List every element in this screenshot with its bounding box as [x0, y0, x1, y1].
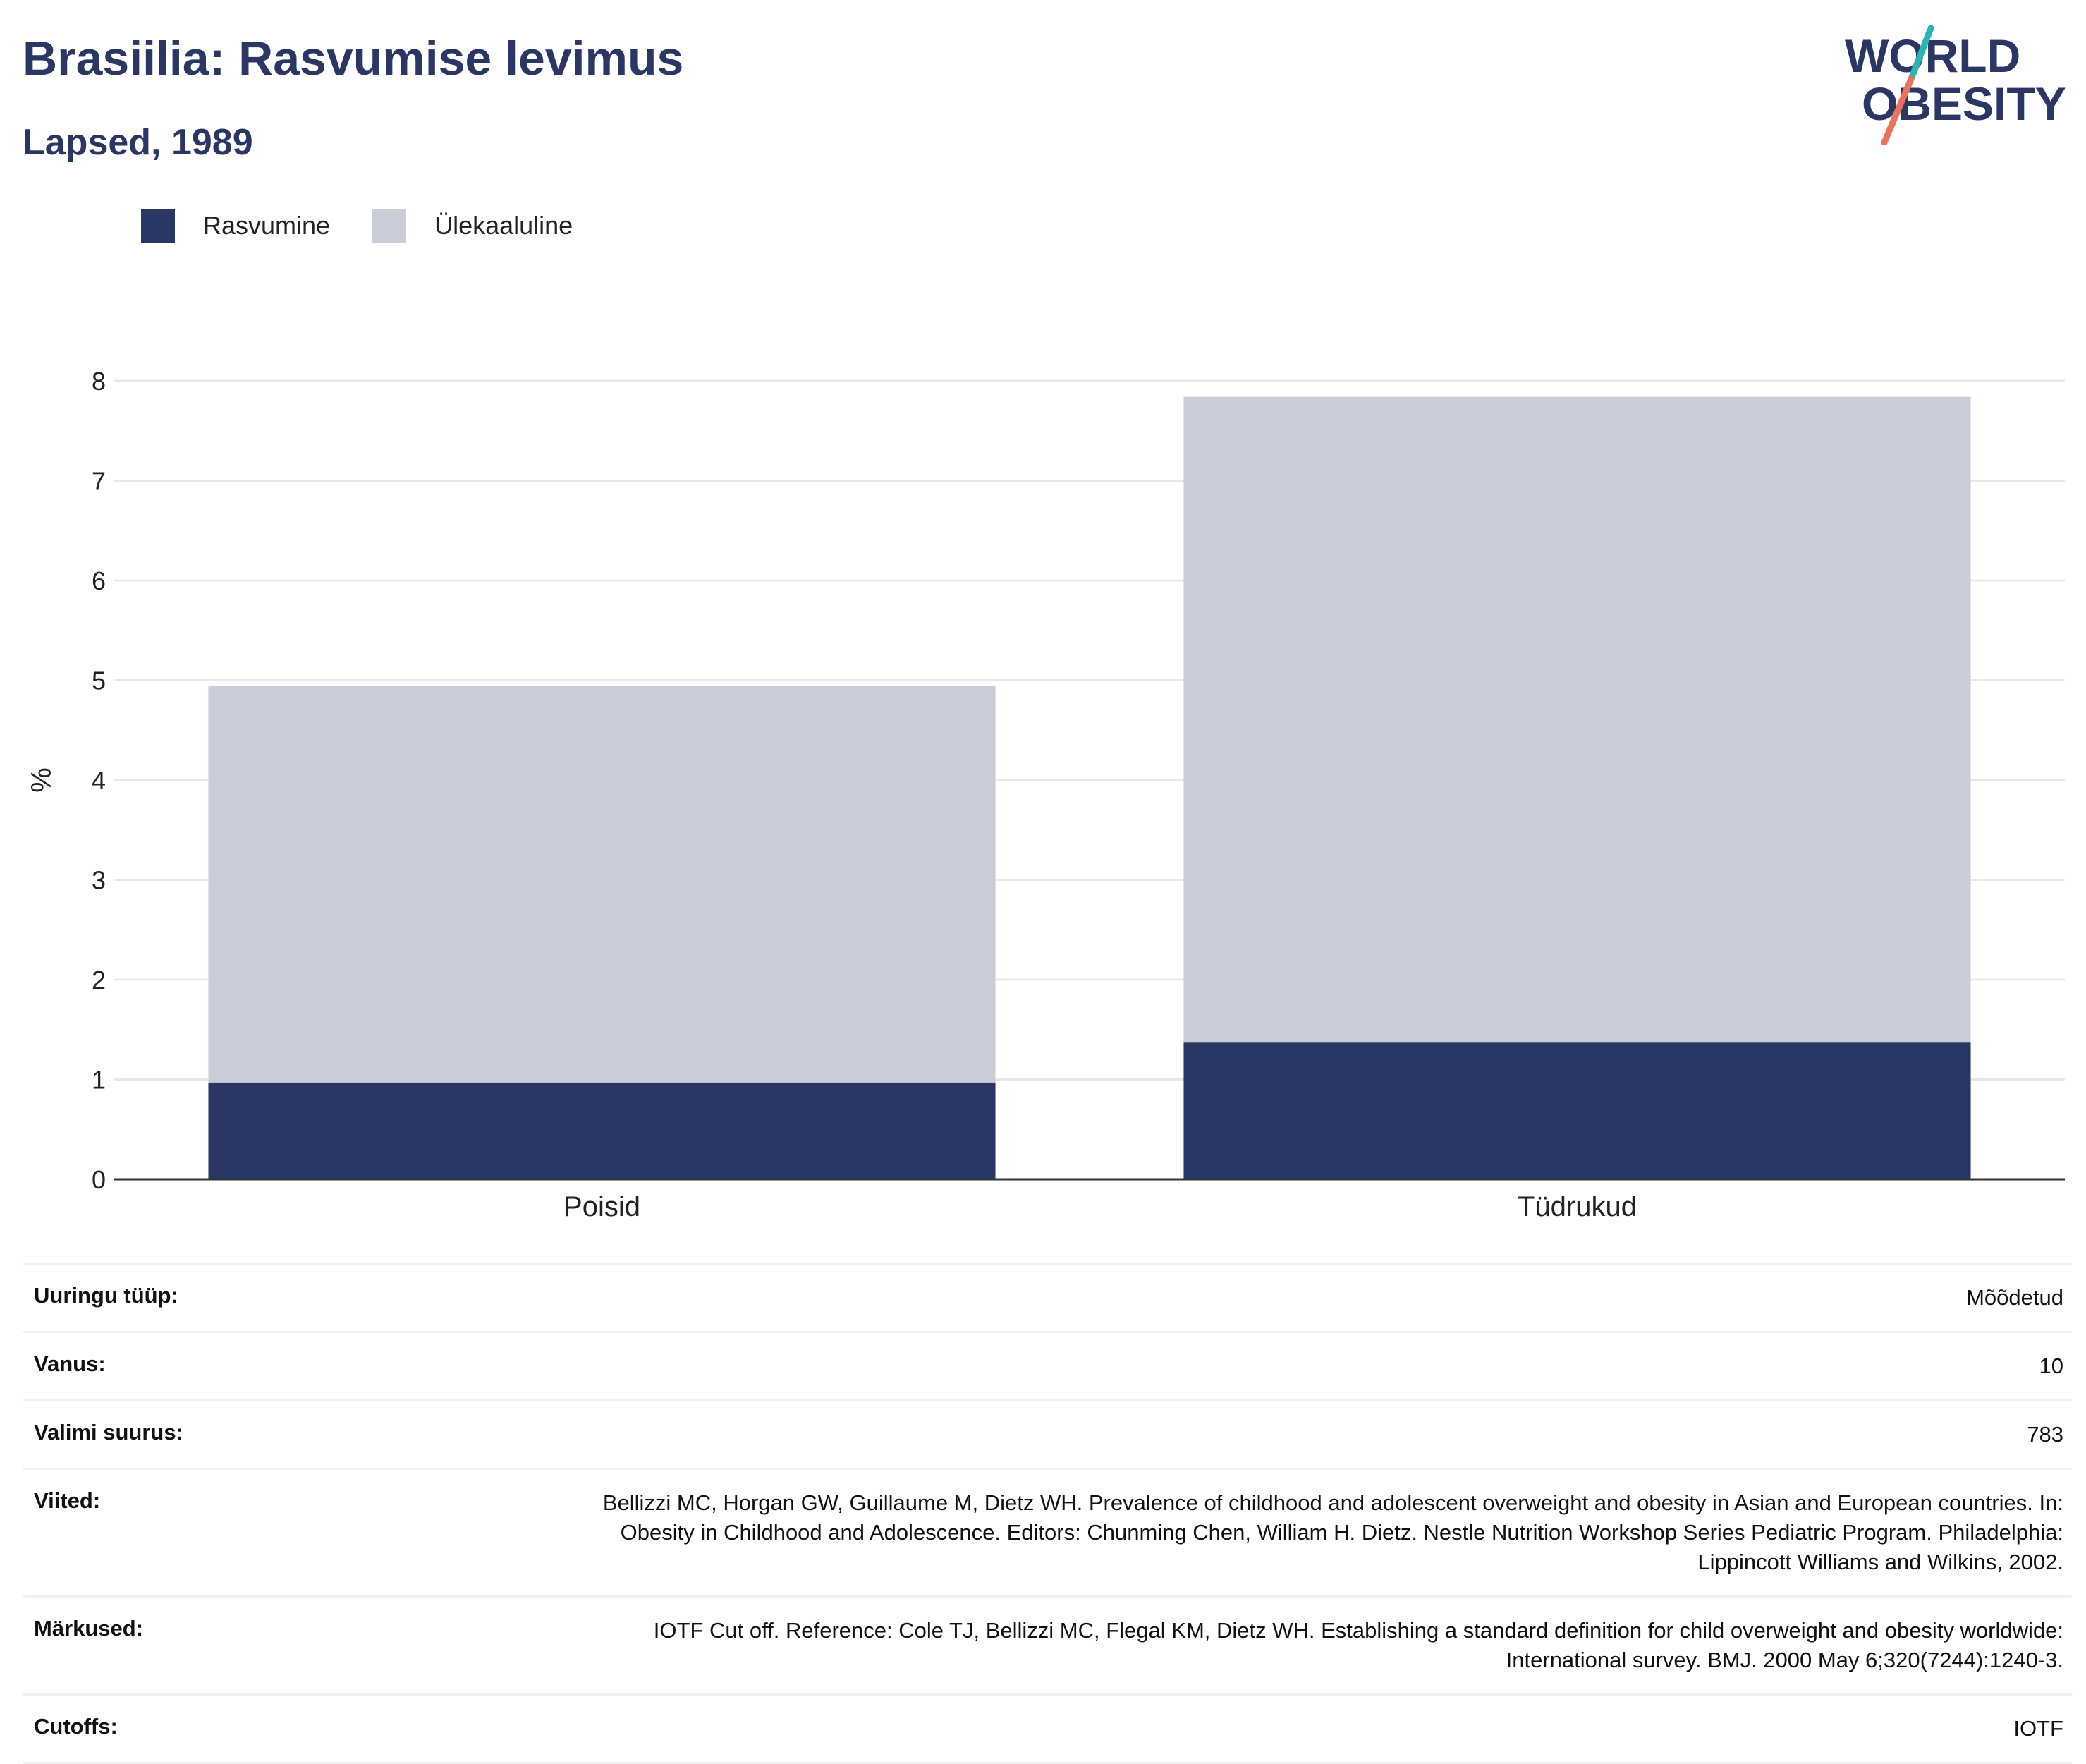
- logo-slash-coral: [1881, 75, 1915, 146]
- meta-value: 10: [2039, 1354, 2063, 1378]
- study-details-table: Uuringu tüüp: Mõõdetud Vanus: 10 Valimi …: [23, 1263, 2072, 1764]
- meta-value: IOTF Cut off. Reference: Cole TJ, Belliz…: [653, 1618, 2063, 1672]
- bar-obesity-0: [208, 1082, 996, 1179]
- meta-key: Valimi suurus:: [34, 1420, 183, 1444]
- chart-subtitle: Lapsed, 1989: [23, 122, 253, 163]
- x-tick-label: Tüdrukud: [1518, 1191, 1637, 1222]
- legend-label-overweight: Ülekaaluline: [434, 211, 573, 240]
- chart-title: Brasiilia: Rasvumise levimus: [23, 32, 684, 85]
- y-tick-label: 7: [92, 467, 106, 496]
- meta-row-sample-size: Valimi suurus: 783: [23, 1399, 2072, 1468]
- chart-legend: Rasvumine Ülekaaluline: [141, 209, 615, 243]
- logo-text-world: WORLD: [1845, 30, 2020, 82]
- legend-label-obesity: Rasvumine: [203, 211, 331, 240]
- legend-item-overweight[interactable]: Ülekaaluline: [372, 209, 573, 243]
- meta-value: IOTF: [2013, 1716, 2063, 1741]
- stacked-bar-chart: 0 1 2 3 4 5 6 7 8% Poisid Tüdrukud: [26, 367, 2065, 1222]
- meta-key: Cutoffs:: [34, 1714, 118, 1739]
- meta-row-references: Viited: Bellizzi MC, Horgan GW, Guillaum…: [23, 1468, 2072, 1595]
- meta-row-notes: Märkused: IOTF Cut off. Reference: Cole …: [23, 1595, 2072, 1693]
- world-obesity-logo: WORLD OBESITY: [1845, 25, 2066, 146]
- legend-swatch-obesity: [141, 209, 175, 243]
- meta-row-cutoffs: Cutoffs: IOTF: [23, 1693, 2072, 1764]
- logo-slash-teal: [1908, 25, 1934, 83]
- meta-value: Bellizzi MC, Horgan GW, Guillaume M, Die…: [602, 1490, 2063, 1574]
- legend-swatch-overweight: [372, 209, 407, 243]
- meta-key: Viited:: [34, 1488, 101, 1513]
- bar-overweight-0: [208, 686, 996, 1083]
- x-tick-label: Poisid: [563, 1191, 640, 1222]
- y-tick-label: 3: [92, 866, 106, 895]
- meta-row-age: Vanus: 10: [23, 1331, 2072, 1399]
- y-axis-label: %: [26, 767, 57, 793]
- bar-obesity-1: [1183, 1042, 1971, 1179]
- y-tick-label: 5: [92, 667, 106, 695]
- meta-key: Uuringu tüüp:: [34, 1283, 178, 1308]
- meta-key: Vanus:: [34, 1351, 106, 1376]
- meta-value: 783: [2027, 1422, 2063, 1447]
- legend-item-obesity[interactable]: Rasvumine: [141, 209, 330, 243]
- meta-row-survey-type: Uuringu tüüp: Mõõdetud: [23, 1263, 2072, 1331]
- y-tick-label: 0: [92, 1165, 106, 1194]
- meta-value: Mõõdetud: [1966, 1285, 2063, 1310]
- bar-overweight-1: [1183, 396, 1971, 1043]
- y-tick-label: 4: [92, 766, 106, 795]
- y-tick-label: 1: [92, 1066, 106, 1095]
- y-tick-label: 8: [92, 367, 106, 396]
- meta-key: Märkused:: [34, 1616, 144, 1641]
- y-tick-label: 2: [92, 966, 106, 994]
- y-tick-label: 6: [92, 566, 106, 595]
